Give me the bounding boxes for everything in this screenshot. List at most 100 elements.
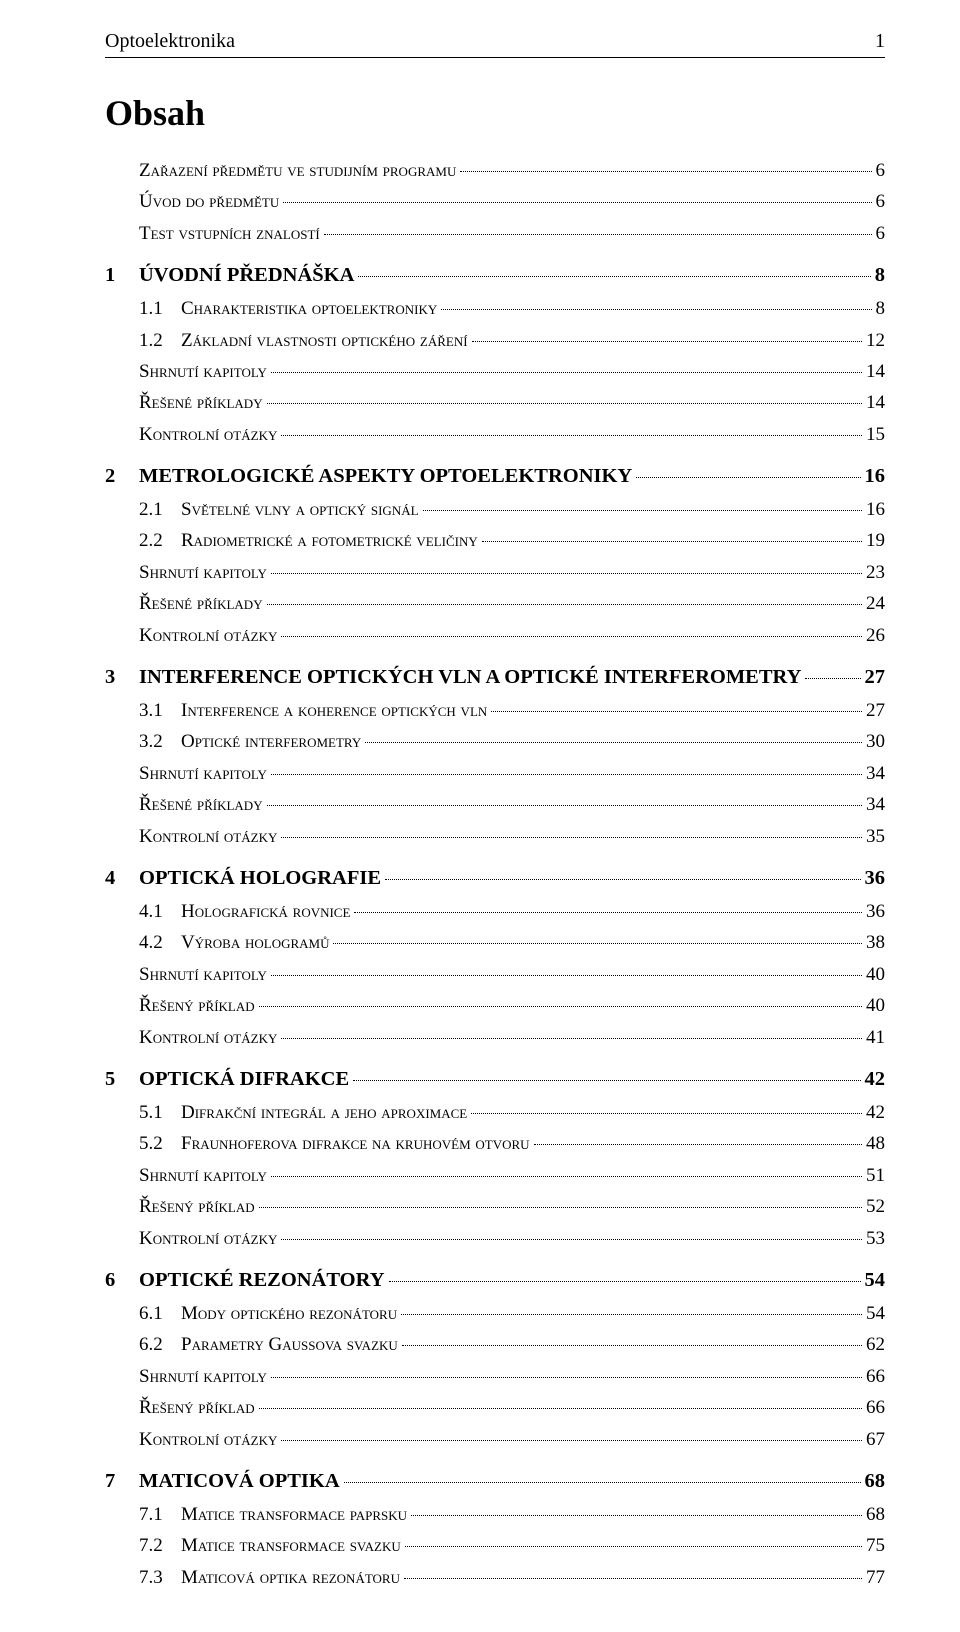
- toc-leader: [805, 678, 860, 679]
- toc-chapter: 6OPTICKÉ REZONÁTORY54: [105, 1265, 885, 1297]
- toc-section: 3.1Interference a koherence optických vl…: [139, 696, 885, 725]
- toc-section-title: Difrakční integrál a jeho aproximace: [181, 1098, 467, 1127]
- toc-page: 34: [866, 790, 885, 819]
- toc-page: 42: [865, 1064, 886, 1096]
- toc-page: 26: [866, 621, 885, 650]
- toc-section-number: 3.1: [139, 696, 181, 725]
- toc-chapter: 4OPTICKÁ HOLOGRAFIE36: [105, 863, 885, 895]
- toc-section-number: 4.1: [139, 897, 181, 926]
- toc-leader: [402, 1345, 862, 1346]
- toc-page: 35: [866, 822, 885, 851]
- toc-section-title: Optické interferometry: [181, 727, 361, 756]
- toc-page: 51: [866, 1161, 885, 1190]
- toc-aux-title: Řešené příklady: [139, 790, 263, 819]
- toc-leader: [281, 1239, 862, 1240]
- toc-chapter-number: 2: [105, 461, 139, 493]
- toc-top: Zařazení předmětu ve studijním programu6: [139, 156, 885, 185]
- toc-section-number: 3.2: [139, 727, 181, 756]
- toc-leader: [281, 636, 862, 637]
- toc-page: 36: [866, 897, 885, 926]
- toc-leader: [281, 435, 862, 436]
- toc-aux-title: Řešený příklad: [139, 1192, 255, 1221]
- toc-leader: [333, 943, 862, 944]
- toc-page: 30: [866, 727, 885, 756]
- toc-section: 4.2Výroba hologramů38: [139, 928, 885, 957]
- toc-page: 19: [866, 526, 885, 555]
- toc-aux-title: Shrnutí kapitoly: [139, 357, 267, 386]
- toc-section-title: Mody optického rezonátoru: [181, 1299, 397, 1328]
- toc-section-title: Holografická rovnice: [181, 897, 350, 926]
- toc-leader: [404, 1578, 862, 1579]
- toc-leader: [271, 774, 862, 775]
- toc-page: 27: [866, 696, 885, 725]
- toc-page: 66: [866, 1393, 885, 1422]
- toc-aux: Kontrolní otázky 41: [139, 1023, 885, 1052]
- toc-page: 15: [866, 420, 885, 449]
- contents-heading: Obsah: [105, 92, 885, 134]
- toc-page: 24: [866, 589, 885, 618]
- toc-section: 6.1Mody optického rezonátoru54: [139, 1299, 885, 1328]
- toc-aux-title: Řešený příklad: [139, 1393, 255, 1422]
- toc-chapter-number: 5: [105, 1064, 139, 1096]
- toc-aux: Řešený příklad52: [139, 1192, 885, 1221]
- toc-page: 48: [866, 1129, 885, 1158]
- toc-chapter-title: ÚVODNÍ PŘEDNÁŠKA: [139, 260, 354, 292]
- toc-leader: [271, 1377, 862, 1378]
- toc-leader: [283, 202, 871, 203]
- toc-leader: [423, 510, 862, 511]
- toc-page: 54: [866, 1299, 885, 1328]
- toc-page: 68: [866, 1500, 885, 1529]
- toc-aux-title: Řešený příklad: [139, 991, 255, 1020]
- toc-chapter-number: 3: [105, 662, 139, 694]
- toc-chapter-title: INTERFERENCE OPTICKÝCH VLN A OPTICKÉ INT…: [139, 662, 801, 694]
- toc-leader: [472, 341, 862, 342]
- toc-aux: Kontrolní otázky15: [139, 420, 885, 449]
- toc-section: 7.3Maticová optika rezonátoru77: [139, 1563, 885, 1592]
- toc-aux-title: Řešené příklady: [139, 388, 263, 417]
- toc-aux-title: Shrnutí kapitoly: [139, 1161, 267, 1190]
- toc-page: 40: [866, 960, 885, 989]
- toc-aux-title: Kontrolní otázky: [139, 1224, 277, 1253]
- toc-section-number: 7.3: [139, 1563, 181, 1592]
- toc-chapter-number: 4: [105, 863, 139, 895]
- toc-top: Úvod do předmětu6: [139, 187, 885, 216]
- toc-aux-title: Kontrolní otázky: [139, 1023, 277, 1052]
- toc-page: 68: [865, 1466, 886, 1498]
- toc-leader: [271, 372, 862, 373]
- toc-section-title: Základní vlastnosti optického záření: [181, 326, 468, 355]
- toc-aux: Shrnutí kapitoly34: [139, 759, 885, 788]
- toc-leader: [354, 912, 862, 913]
- toc-page: 8: [875, 260, 885, 292]
- toc-section-number: 6.2: [139, 1330, 181, 1359]
- toc-page: 42: [866, 1098, 885, 1127]
- toc-page: 14: [866, 357, 885, 386]
- toc-section-title: Maticová optika rezonátoru: [181, 1563, 400, 1592]
- toc-page: 41: [866, 1023, 885, 1052]
- toc-chapter: 5OPTICKÁ DIFRAKCE42: [105, 1064, 885, 1096]
- toc-top-title: Test vstupních znalostí: [139, 219, 320, 248]
- toc-section-title: Výroba hologramů: [181, 928, 329, 957]
- toc-chapter-number: 1: [105, 260, 139, 292]
- toc-section-number: 7.2: [139, 1531, 181, 1560]
- toc-section-title: Interference a koherence optických vln: [181, 696, 487, 725]
- toc-page: 6: [876, 156, 886, 185]
- toc-page: 40: [866, 991, 885, 1020]
- toc-page: 38: [866, 928, 885, 957]
- toc-leader: [534, 1144, 862, 1145]
- toc-section: 7.1Matice transformace paprsku68: [139, 1500, 885, 1529]
- toc-chapter-title: OPTICKÉ REZONÁTORY: [139, 1265, 385, 1297]
- toc-page: 53: [866, 1224, 885, 1253]
- toc-top-title: Úvod do předmětu: [139, 187, 279, 216]
- toc-leader: [267, 403, 862, 404]
- toc-page: 16: [866, 495, 885, 524]
- table-of-contents: Zařazení předmětu ve studijním programu6…: [105, 156, 885, 1592]
- toc-section-number: 2.2: [139, 526, 181, 555]
- toc-aux: Řešené příklady14: [139, 388, 885, 417]
- toc-page: 66: [866, 1362, 885, 1391]
- toc-section: 5.1Difrakční integrál a jeho aproximace4…: [139, 1098, 885, 1127]
- toc-leader: [259, 1006, 862, 1007]
- toc-leader: [344, 1482, 861, 1483]
- toc-page: 12: [866, 326, 885, 355]
- toc-chapter: 2METROLOGICKÉ ASPEKTY OPTOELEKTRONIKY16: [105, 461, 885, 493]
- toc-leader: [324, 234, 872, 235]
